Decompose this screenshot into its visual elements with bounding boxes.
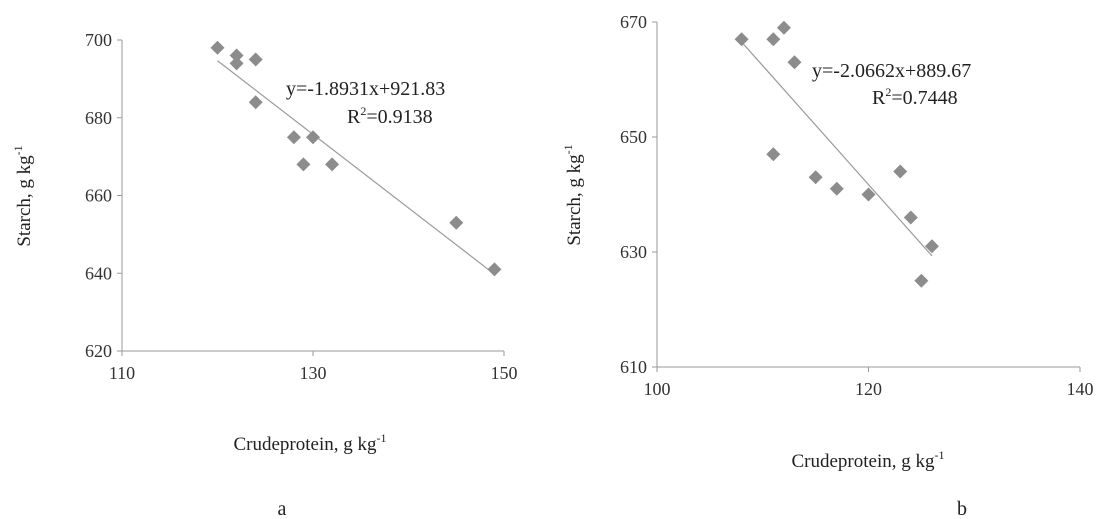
trendline (217, 60, 495, 275)
data-point (766, 147, 781, 162)
data-point (449, 215, 464, 230)
scatter-chart-a: 620 640 660 680 700 110 130 150 y=-1.8931x+921.… (11, 30, 518, 519)
panel-label-a: a (278, 498, 287, 519)
data-point (325, 157, 340, 172)
data-point (229, 48, 244, 63)
data-point (248, 52, 263, 67)
data-point (487, 262, 502, 277)
y-tick-label: 700 (85, 30, 112, 50)
y-axis-label-a: Starch, g kg-1 (11, 145, 35, 246)
x-tick-label: 140 (1067, 379, 1094, 399)
x-tick-label: 110 (109, 363, 135, 383)
y-tick-label: 660 (85, 186, 112, 206)
x-axis-label-a: Crudeprotein, g kg-1 (233, 431, 386, 455)
data-point (893, 164, 908, 179)
x-tick-label: 100 (644, 379, 671, 399)
y-tick-label: 680 (85, 108, 112, 128)
panel-label-b: b (957, 498, 967, 519)
y-tick-label: 610 (620, 357, 647, 377)
data-point (861, 187, 876, 202)
y-tick-label: 620 (85, 341, 112, 361)
trendline (741, 41, 933, 257)
data-point (924, 239, 939, 254)
data-point (248, 95, 263, 110)
y-tick-label: 640 (85, 263, 112, 283)
trendline-a (217, 60, 495, 275)
ticks-a: 620 640 660 680 700 110 130 150 (85, 30, 518, 383)
equation-b: y=-2.0662x+889.67 (812, 60, 971, 82)
data-point (296, 157, 311, 172)
ticks-b: 610 630 650 670 100 120 140 (620, 12, 1094, 399)
data-point (210, 40, 225, 55)
x-tick-label: 150 (491, 363, 518, 383)
y-tick-label: 670 (620, 12, 647, 32)
points-b (734, 20, 939, 288)
y-axis-label-b: Starch, g kg-1 (561, 144, 585, 245)
data-point (829, 181, 844, 196)
data-point (229, 56, 244, 71)
r-squared-a: R2=0.9138 (347, 104, 433, 128)
data-point (787, 55, 802, 70)
data-point (286, 130, 301, 145)
data-point (734, 32, 749, 47)
equation-a: y=-1.8931x+921.83 (286, 78, 445, 100)
data-point (808, 170, 823, 185)
trendline-b (741, 41, 933, 257)
r-squared-b: R2=0.7448 (872, 85, 958, 109)
y-tick-label: 630 (620, 242, 647, 262)
x-axis-label-b: Crudeprotein, g kg-1 (791, 448, 944, 472)
data-point (914, 273, 929, 288)
data-point (766, 32, 781, 47)
data-point (903, 210, 918, 225)
x-tick-label: 130 (300, 363, 327, 383)
data-point (776, 20, 791, 35)
points-a (210, 40, 502, 277)
data-point (306, 130, 320, 145)
x-tick-label: 120 (855, 379, 882, 399)
y-tick-label: 650 (620, 127, 647, 147)
